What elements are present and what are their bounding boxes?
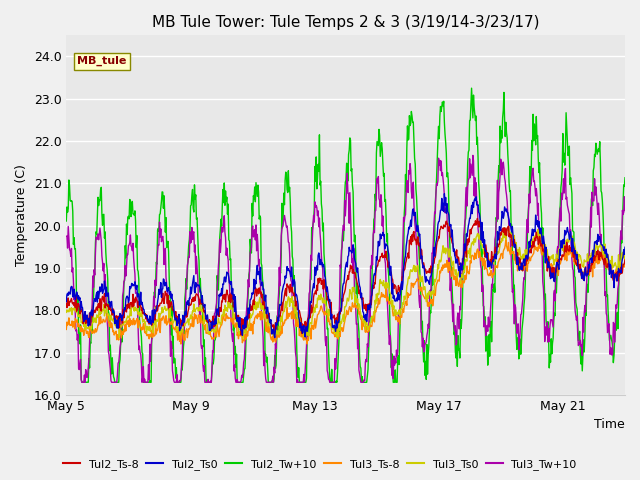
- Line: Tul2_Ts-8: Tul2_Ts-8: [67, 218, 625, 335]
- Tul2_Ts0: [515, 266, 523, 272]
- Tul3_Ts0: [515, 252, 523, 258]
- Tul2_Ts0: [194, 282, 202, 288]
- Tul2_Ts-8: [83, 319, 90, 324]
- X-axis label: Time: Time: [595, 419, 625, 432]
- Tul3_Ts-8: [380, 291, 387, 297]
- Tul3_Tw+10: [621, 208, 629, 214]
- Tul3_Tw+10: [63, 233, 70, 239]
- Tul2_Ts-8: [474, 216, 481, 221]
- Tul2_Tw+10: [515, 356, 523, 362]
- Tul3_Ts-8: [83, 330, 90, 336]
- Tul2_Tw+10: [195, 250, 202, 256]
- Legend: Tul2_Ts-8, Tul2_Ts0, Tul2_Tw+10, Tul3_Ts-8, Tul3_Ts0, Tul3_Tw+10: Tul2_Ts-8, Tul2_Ts0, Tul2_Tw+10, Tul3_Ts…: [59, 455, 581, 474]
- Tul3_Ts-8: [621, 255, 629, 261]
- Tul3_Ts0: [266, 323, 274, 328]
- Tul3_Ts0: [380, 278, 387, 284]
- Line: Tul2_Ts0: Tul2_Ts0: [67, 193, 625, 337]
- Tul2_Tw+10: [296, 379, 304, 385]
- Tul2_Tw+10: [78, 379, 86, 385]
- Tul2_Ts-8: [380, 253, 387, 259]
- Tul2_Ts-8: [266, 320, 274, 325]
- Tul2_Ts0: [63, 299, 70, 304]
- Tul2_Tw+10: [266, 379, 274, 385]
- Tul2_Ts-8: [194, 292, 202, 298]
- Tul3_Ts0: [504, 223, 512, 229]
- Line: Tul3_Tw+10: Tul3_Tw+10: [67, 156, 625, 382]
- Tul2_Ts0: [440, 191, 448, 196]
- Line: Tul3_Ts-8: Tul3_Ts-8: [67, 237, 625, 344]
- Tul3_Ts0: [296, 314, 304, 320]
- Tul3_Tw+10: [78, 379, 86, 385]
- Tul2_Tw+10: [63, 218, 70, 224]
- Tul2_Ts-8: [237, 332, 245, 338]
- Tul3_Tw+10: [380, 232, 387, 238]
- Tul3_Tw+10: [515, 347, 523, 353]
- Tul3_Ts-8: [515, 265, 522, 271]
- Title: MB Tule Tower: Tule Temps 2 & 3 (3/19/14-3/23/17): MB Tule Tower: Tule Temps 2 & 3 (3/19/14…: [152, 15, 540, 30]
- Tul3_Ts0: [63, 310, 70, 315]
- Tul3_Ts-8: [63, 326, 70, 332]
- Tul2_Ts0: [380, 233, 387, 239]
- Tul2_Tw+10: [621, 175, 629, 180]
- Tul2_Ts-8: [296, 311, 304, 317]
- Tul2_Tw+10: [380, 173, 387, 179]
- Tul3_Tw+10: [195, 293, 202, 299]
- Tul2_Tw+10: [468, 85, 476, 91]
- Line: Tul3_Ts0: Tul3_Ts0: [67, 226, 625, 339]
- Line: Tul2_Tw+10: Tul2_Tw+10: [67, 88, 625, 382]
- Tul2_Ts0: [83, 315, 90, 321]
- Tul3_Ts-8: [303, 341, 311, 347]
- Tul2_Ts0: [296, 325, 304, 331]
- Tul2_Ts-8: [515, 255, 523, 261]
- Tul3_Ts0: [83, 325, 90, 331]
- Tul3_Tw+10: [469, 153, 477, 158]
- Tul3_Tw+10: [266, 379, 274, 385]
- Tul2_Ts0: [271, 335, 278, 340]
- Tul2_Ts-8: [63, 300, 70, 306]
- Tul3_Tw+10: [83, 374, 91, 380]
- Tul2_Ts-8: [621, 257, 629, 263]
- Tul3_Ts0: [194, 305, 202, 311]
- Tul3_Ts-8: [194, 321, 202, 326]
- Tul3_Ts0: [621, 248, 629, 253]
- Tul2_Ts0: [621, 244, 629, 250]
- Tul2_Tw+10: [83, 379, 91, 385]
- Tul3_Ts0: [239, 336, 247, 342]
- Text: MB_tule: MB_tule: [77, 56, 127, 66]
- Tul2_Ts0: [266, 318, 273, 324]
- Tul3_Ts-8: [266, 327, 273, 333]
- Y-axis label: Temperature (C): Temperature (C): [15, 164, 28, 266]
- Tul3_Ts-8: [535, 234, 543, 240]
- Tul3_Tw+10: [296, 379, 304, 385]
- Tul3_Ts-8: [296, 333, 303, 338]
